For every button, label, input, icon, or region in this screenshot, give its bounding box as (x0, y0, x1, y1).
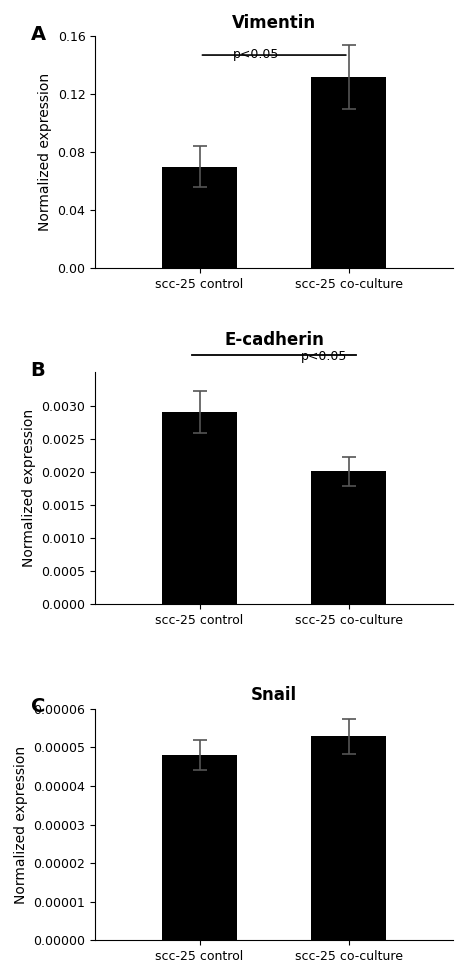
Text: E-cadherin: E-cadherin (224, 331, 324, 350)
Title: Vimentin: Vimentin (232, 14, 316, 32)
Y-axis label: Normalized expression: Normalized expression (38, 73, 52, 232)
Bar (162, 412, 237, 604)
Text: B: B (31, 361, 45, 380)
Y-axis label: Normalized expression: Normalized expression (22, 409, 36, 568)
Title: Snail: Snail (251, 687, 297, 704)
Bar (162, 755, 237, 941)
Text: A: A (31, 24, 46, 44)
Text: p<0.05: p<0.05 (301, 350, 347, 363)
Text: p<0.05: p<0.05 (233, 48, 279, 61)
Bar (311, 471, 386, 604)
Bar (162, 166, 237, 268)
Text: C: C (31, 698, 45, 716)
Bar (311, 77, 386, 268)
Bar (311, 737, 386, 941)
Y-axis label: Normalized expression: Normalized expression (14, 745, 28, 904)
